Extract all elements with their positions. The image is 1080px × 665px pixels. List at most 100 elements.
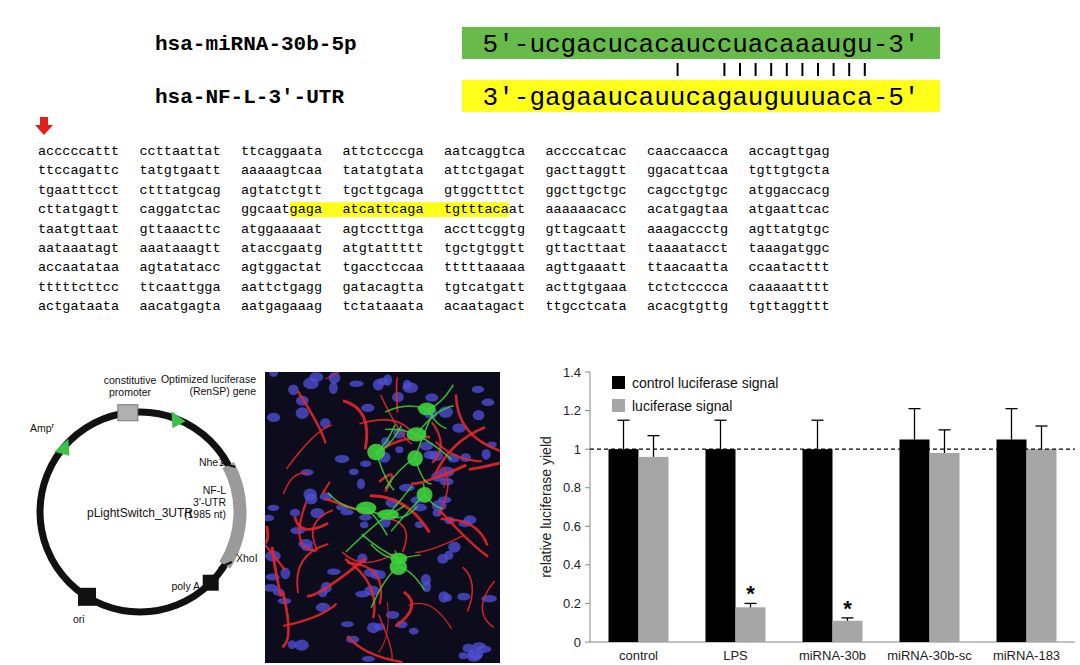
sequence-group: tatatgtata [343,163,424,178]
sequence-group: agtatctgtt [241,183,322,198]
significance: * [746,581,755,606]
y-tick [585,449,590,450]
nucleus [349,381,364,387]
error-stem [1041,426,1042,449]
neurite-red [295,517,328,530]
nucleus [467,651,482,662]
sequence-group: tctataaata [343,299,424,314]
nhe-site [222,463,235,467]
error-cap [909,408,921,409]
x-tick-label: miRNA-30b-sc [887,648,972,663]
micrograph [265,372,500,663]
neurite-red [438,473,448,515]
neurite-green [385,429,416,434]
nucleus [349,468,359,475]
nucleus [473,410,485,420]
base-pair [755,63,757,76]
nucleus [360,521,369,528]
significance: * [843,596,852,621]
sequence-group: ttcaattgga [140,280,221,295]
sequence-group: agtcctttga [343,222,424,237]
plasmid-label: pLightSwitch_3UTR [87,506,193,520]
sequence-group: tctctcccca [647,280,728,295]
sequence-group: taaagatggc [749,241,830,256]
sequence-group: atgtattttt [343,241,424,256]
neurite-green [415,414,432,458]
bar [833,621,863,642]
legend-label: control luciferase signal [632,375,778,391]
sequence-group: aataaatagt [38,241,119,256]
neurite-red [313,510,333,550]
bars [590,409,1075,642]
neurite-green [399,555,421,559]
sequence-group: ttccagattc [38,163,119,178]
mirna-seq: 5'-ucgacucacauccuacaaaugu-3' [483,30,920,60]
error-stem [720,420,721,449]
neurite-red [440,511,488,557]
nucleus [395,446,403,453]
sequence-group: tgtttacaat [444,202,525,217]
sequence-group: tgaatttcct [38,183,119,198]
neurite-red [265,526,268,543]
neurite-red [432,422,441,463]
bar [706,449,736,642]
bar [997,440,1027,643]
bar [803,449,833,642]
sequence-group: actgataata [38,299,119,314]
neurite-red [378,602,388,652]
base-pair [801,63,803,76]
x-tick-label: miRNA-183 [993,648,1060,663]
error-bar [909,409,921,440]
sequence-group: agttatgtgc [749,222,830,237]
neurite-green [423,484,425,495]
error-cap [939,429,951,430]
chart: 00.20.40.60.811.21.4relative luciferase … [538,365,1075,664]
neurite-green [362,534,399,558]
amp-arrow [54,439,69,456]
plasmid-label: Ampr [30,421,55,435]
neurite-red [282,593,288,647]
sequence-group: attctgagat [444,163,525,178]
nucleus [357,478,365,489]
neurite-green [395,551,399,567]
nucleus [268,505,280,511]
neurite-red [297,544,328,593]
neurite-green [398,567,424,590]
sequence-group: atgaattcac [749,202,830,217]
ori-box [78,588,96,606]
nucleus [481,399,494,406]
error-cap [1006,408,1018,409]
neurite-red [382,518,406,552]
neurite-red [286,425,331,469]
nucleus [288,384,299,395]
sequence-group: taatgttaat [38,222,119,237]
plasmid-label: poly A [171,580,200,592]
sequence-group: ggcaatgaga [241,202,322,217]
neurite-red [482,581,494,628]
sequence-group: gttacttaat [546,241,627,256]
sequence-group: ctttatgcag [140,183,221,198]
error-bar [618,420,630,449]
y-tick [585,564,590,565]
sequence-group: accaatataa [38,260,119,275]
error-stem [914,409,915,440]
sequence-group: accttcggtg [444,222,525,237]
legend-label: luciferase signal [632,398,732,414]
plasmid-label: XhoI [236,552,258,564]
reference-line [590,449,1075,450]
nucleus [383,374,392,386]
plasmid-label: (1985 nt) [184,508,226,520]
nucleus [482,449,491,460]
plasmid-label: ori [73,613,85,625]
neurite-green [425,495,443,509]
plasmid-label: promoter [109,386,152,398]
y-tick [585,487,590,488]
target-name: hsa-NF-L-3'-UTR [155,86,344,109]
sequence-group: ggcttgctgc [546,183,627,198]
y-tick-label: 0 [574,635,581,650]
nucleus [310,508,324,518]
x-tick-label: miRNA-30b [799,648,866,663]
sequence-group: tgctgtggtt [444,241,525,256]
neurite-green [346,514,388,551]
error-cap [618,420,630,421]
